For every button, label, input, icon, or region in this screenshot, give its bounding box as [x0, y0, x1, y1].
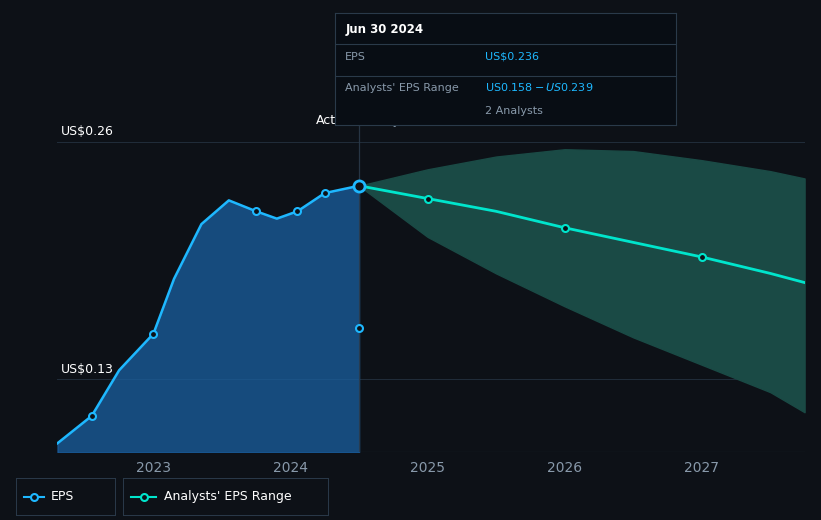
- Text: EPS: EPS: [345, 52, 366, 62]
- Text: 2 Analysts: 2 Analysts: [485, 106, 543, 115]
- Text: US$0.26: US$0.26: [62, 125, 114, 138]
- Text: Analysts Forecasts: Analysts Forecasts: [365, 114, 481, 127]
- Text: Actual: Actual: [316, 114, 355, 127]
- Text: US$0.236: US$0.236: [485, 52, 539, 62]
- Text: US$0.158 - US$0.239: US$0.158 - US$0.239: [485, 81, 594, 93]
- Text: EPS: EPS: [51, 490, 74, 503]
- Text: Analysts' EPS Range: Analysts' EPS Range: [164, 490, 291, 503]
- Text: US$0.13: US$0.13: [62, 362, 114, 375]
- Text: Jun 30 2024: Jun 30 2024: [345, 23, 424, 36]
- Text: Analysts' EPS Range: Analysts' EPS Range: [345, 83, 459, 93]
